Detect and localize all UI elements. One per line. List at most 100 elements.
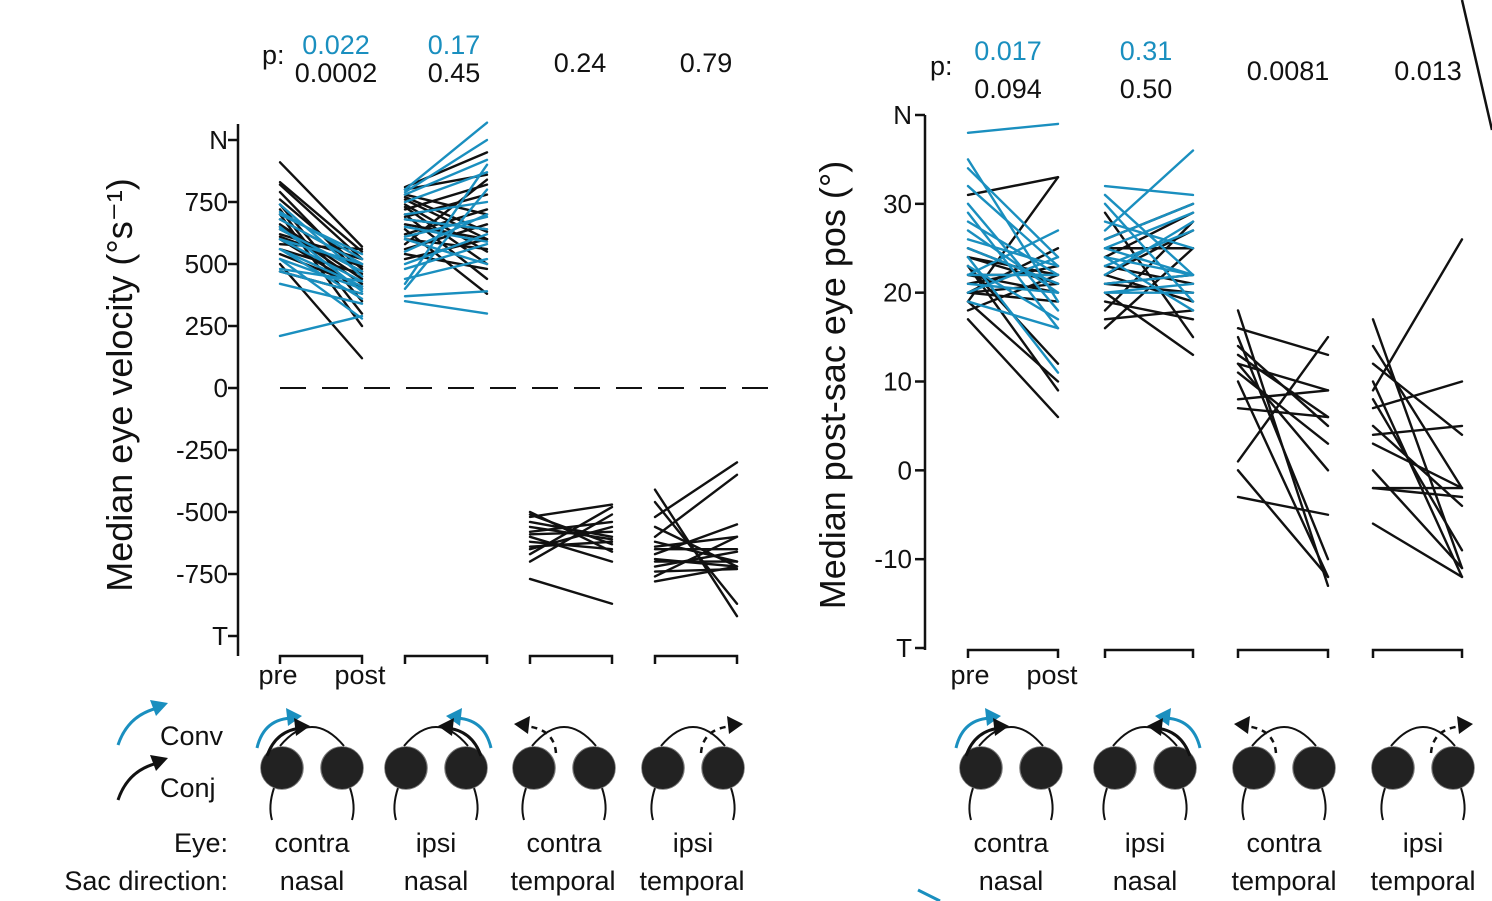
legend: Conv Conj (116, 700, 224, 803)
conv-line-velocity (403, 138, 489, 194)
conj-line-position (1103, 264, 1195, 285)
conv-line-position (966, 202, 1060, 312)
eyes-diagram-icon (255, 708, 364, 821)
conj-line-velocity (403, 183, 489, 211)
conj-line-velocity (653, 535, 739, 548)
group-bracket-position (1236, 648, 1330, 658)
conv-line-velocity (278, 237, 364, 266)
conj-line-velocity (528, 535, 614, 563)
conv-line-velocity (403, 171, 489, 204)
eyes-diagram-icon (641, 716, 745, 821)
conj-line-velocity (528, 520, 614, 534)
conj-line-position (1371, 380, 1464, 410)
conj-line-position (1236, 389, 1330, 401)
y-tick-label-velocity: 500 (185, 249, 228, 279)
condition-eye-label: ipsi (1125, 828, 1166, 858)
conv-line-velocity (278, 225, 364, 293)
conv-line-position (1103, 202, 1195, 241)
conv-line-position (966, 167, 1060, 259)
conv-line-velocity (403, 290, 489, 298)
conj-arrow-icon (116, 761, 159, 801)
y-tick-label-position: 0 (898, 455, 912, 485)
conv-line-position (966, 220, 1060, 277)
y-tick-label-velocity: -500 (176, 497, 228, 527)
conj-line-position (1236, 327, 1330, 357)
conj-line-position (1236, 371, 1330, 445)
eyes-diagram-icon (512, 716, 616, 821)
conj-line-velocity (653, 500, 739, 605)
conj-line-position (966, 291, 1060, 303)
y-tick-label-position: T (896, 633, 912, 663)
conj-line-velocity (278, 161, 364, 248)
data-lines-position: 0.017 0.094 0.31 0.50 0.0081 0.013 pre post (950, 36, 1464, 690)
p-value-conv-position: 0.017 (974, 36, 1042, 66)
eyes-diagram-icon (1371, 716, 1475, 821)
conv-line-position (1103, 211, 1195, 250)
condition-direction-label: nasal (280, 866, 345, 896)
row-label-eye: Eye: (174, 828, 228, 858)
condition-direction-label: temporal (510, 866, 615, 896)
p-value-conj-position: 0.50 (1120, 74, 1173, 104)
conv-line-position (1103, 273, 1195, 285)
p-value-conj-position: 0.013 (1394, 56, 1462, 86)
p-value-conv-velocity: 0.022 (302, 30, 370, 60)
conj-line-velocity (528, 513, 614, 546)
conv-line-velocity (403, 257, 489, 281)
conj-line-position (966, 175, 1060, 303)
conj-line-velocity (278, 262, 364, 360)
x-tick-label-pre-position: pre (950, 660, 989, 690)
eyes-diagram-icon (384, 708, 493, 821)
eyes-diagram-icon (1093, 708, 1202, 821)
conj-line-position (1103, 291, 1195, 357)
conj-line-velocity (653, 473, 739, 538)
conj-line-velocity (528, 540, 614, 551)
y-tick-label-position: 20 (883, 278, 912, 308)
conj-line-position (1236, 495, 1330, 516)
conj-line-position (1371, 344, 1464, 490)
conv-line-position (966, 122, 1060, 134)
row-label-sac-direction: Sac direction: (64, 866, 228, 896)
conj-line-velocity (403, 213, 489, 281)
p-value-conj-velocity: 0.24 (554, 48, 607, 78)
conj-line-position (1236, 469, 1330, 579)
conj-line-velocity (653, 550, 739, 568)
conj-line-velocity (278, 180, 364, 253)
condition-direction-label: nasal (404, 866, 469, 896)
conj-line-position (1103, 300, 1195, 321)
y-tick-label-velocity: 250 (185, 311, 228, 341)
conj-line-position (966, 318, 1060, 419)
y-ticks-velocity: N 750 500 250 0 -250 -500 -750 T (176, 125, 238, 651)
conv-line-velocity (403, 188, 489, 290)
conj-line-position (1236, 362, 1330, 392)
conv-line-velocity (403, 200, 489, 216)
condition-direction-label: nasal (979, 866, 1044, 896)
group-bracket-velocity (653, 654, 739, 664)
conj-arrowhead-icon (150, 755, 168, 771)
group-bracket-position (1103, 648, 1195, 658)
conv-line-position (966, 229, 1060, 277)
conv-line-position (966, 247, 1060, 285)
y-axis-label-velocity: Median eye velocity (°s⁻¹) (99, 178, 140, 592)
conj-line-velocity (528, 503, 614, 519)
conv-line-velocity (278, 257, 364, 320)
condition-labels: contra nasal ipsi nasal contra temporal ipsi te… (274, 828, 1475, 896)
eyes-diagram-icon (1232, 716, 1336, 821)
conv-line-velocity (403, 300, 489, 315)
group-bracket-velocity (403, 654, 489, 664)
legend-conj-label: Conj (160, 773, 216, 803)
conv-arrow-icon (116, 706, 159, 746)
p-value-conv-velocity: 0.17 (428, 30, 481, 60)
panel-edge-line (1460, 0, 1492, 131)
conj-line-position (1236, 406, 1330, 419)
conj-line-velocity (653, 535, 739, 578)
condition-eye-label: ipsi (1403, 828, 1444, 858)
eyes-diagram-icon (954, 708, 1063, 821)
y-axis-label-position: Median post-sac eye pos (°) (812, 161, 853, 610)
conj-line-position (1371, 424, 1464, 436)
conv-line-position (1103, 282, 1195, 294)
conv-arrowhead-icon (150, 700, 168, 716)
conj-line-velocity (528, 540, 614, 548)
condition-eye-label: contra (1246, 828, 1322, 858)
